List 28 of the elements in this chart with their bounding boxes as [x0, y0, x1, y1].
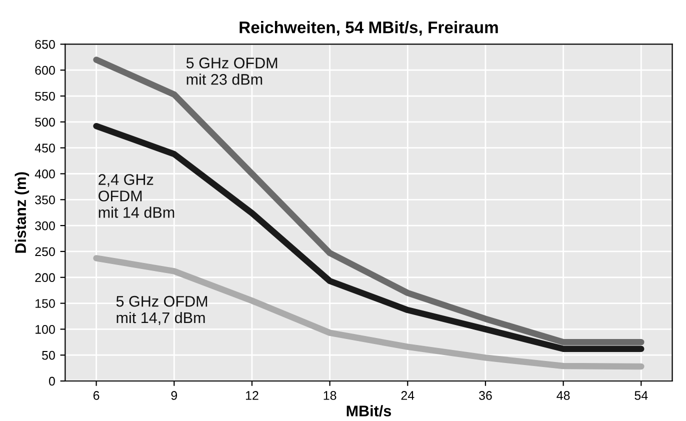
y-tick-label: 400 — [34, 170, 55, 178]
y-tick-label: 350 — [35, 195, 55, 204]
y-tick-label: 0 — [48, 376, 55, 386]
y-tick-label: 250 — [35, 247, 55, 256]
x-tick-label: 24 — [401, 391, 414, 400]
series-label: 5 GHz OFDM mit 14,7 dBm — [116, 296, 208, 325]
x-tick-label: 54 — [634, 391, 648, 400]
y-axis-title: Distanz (m) — [14, 172, 30, 253]
x-tick-label: 6 — [93, 391, 100, 400]
y-tick-label: 550 — [35, 92, 55, 101]
y-tick-label: 150 — [36, 299, 55, 308]
chart-title: Reichweiten, 54 MBit/s, Freiraum — [240, 21, 498, 36]
y-tick-label: 500 — [35, 118, 55, 127]
y-tick-label: 600 — [35, 66, 55, 75]
y-tick-label: 450 — [34, 144, 55, 152]
y-tick-label: 300 — [35, 221, 55, 230]
y-tick-label: 50 — [42, 350, 55, 360]
y-tick-label: 650 — [35, 40, 55, 49]
x-tick-label: 18 — [324, 391, 336, 400]
x-tick-label: 36 — [479, 391, 492, 400]
y-tick-label: 100 — [36, 324, 55, 334]
series-label: 2,4 GHz OFDM mit 14 dBm — [98, 174, 174, 218]
series-label: 5 GHz OFDM mit 23 dBm — [186, 58, 278, 85]
y-tick-label: 200 — [35, 273, 55, 282]
x-tick-label: 12 — [246, 391, 258, 400]
x-axis-title: MBit/s — [346, 405, 392, 417]
x-tick-label: 9 — [171, 391, 178, 400]
x-tick-label: 48 — [556, 391, 570, 400]
